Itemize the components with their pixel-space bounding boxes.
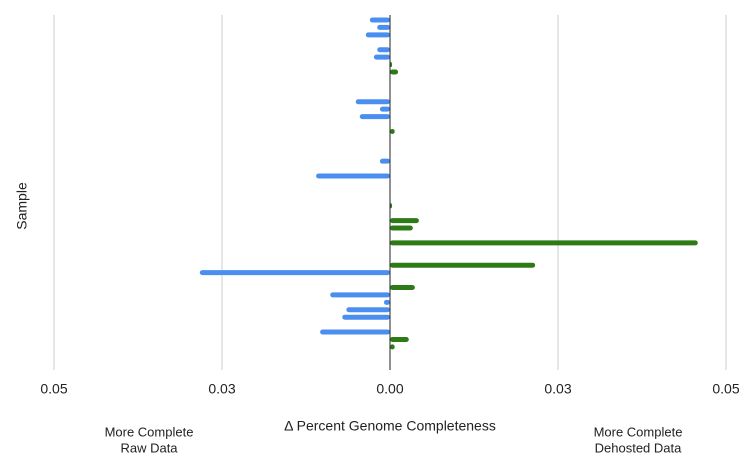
x-tick-label: 0.03 [208, 381, 235, 397]
bar [383, 299, 390, 305]
x-tick-label: 0.03 [544, 381, 571, 397]
x-tick-label: 0.05 [712, 381, 739, 397]
bar [390, 128, 395, 134]
bar [377, 47, 390, 53]
bar [365, 32, 390, 38]
bar [342, 314, 390, 320]
bar [379, 106, 390, 112]
bar [199, 270, 390, 276]
bar [390, 240, 698, 246]
bar [390, 336, 409, 342]
bar [390, 284, 415, 290]
bar [316, 173, 390, 179]
annotation: More Complete [105, 424, 194, 439]
x-tick-label: 0.05 [40, 381, 67, 397]
bar [379, 158, 390, 164]
bar [369, 17, 390, 23]
bar [330, 292, 390, 298]
bar [390, 62, 393, 68]
bar [346, 307, 390, 313]
bar [359, 114, 390, 120]
annotation: Dehosted Data [595, 440, 682, 455]
bar [320, 329, 390, 335]
bar [390, 203, 393, 209]
annotation: Raw Data [120, 440, 178, 455]
bar [377, 24, 390, 30]
x-tick-label: 0.00 [376, 381, 403, 397]
bar [390, 262, 536, 268]
annotation: More Complete [594, 424, 683, 439]
bar [390, 218, 419, 224]
bar [355, 99, 390, 105]
bar [390, 225, 413, 231]
bar [373, 54, 390, 60]
x-axis-label: Δ Percent Genome Completeness [284, 418, 496, 434]
bar [390, 69, 399, 75]
y-axis-label: Sample [14, 182, 30, 230]
bar [390, 344, 395, 350]
